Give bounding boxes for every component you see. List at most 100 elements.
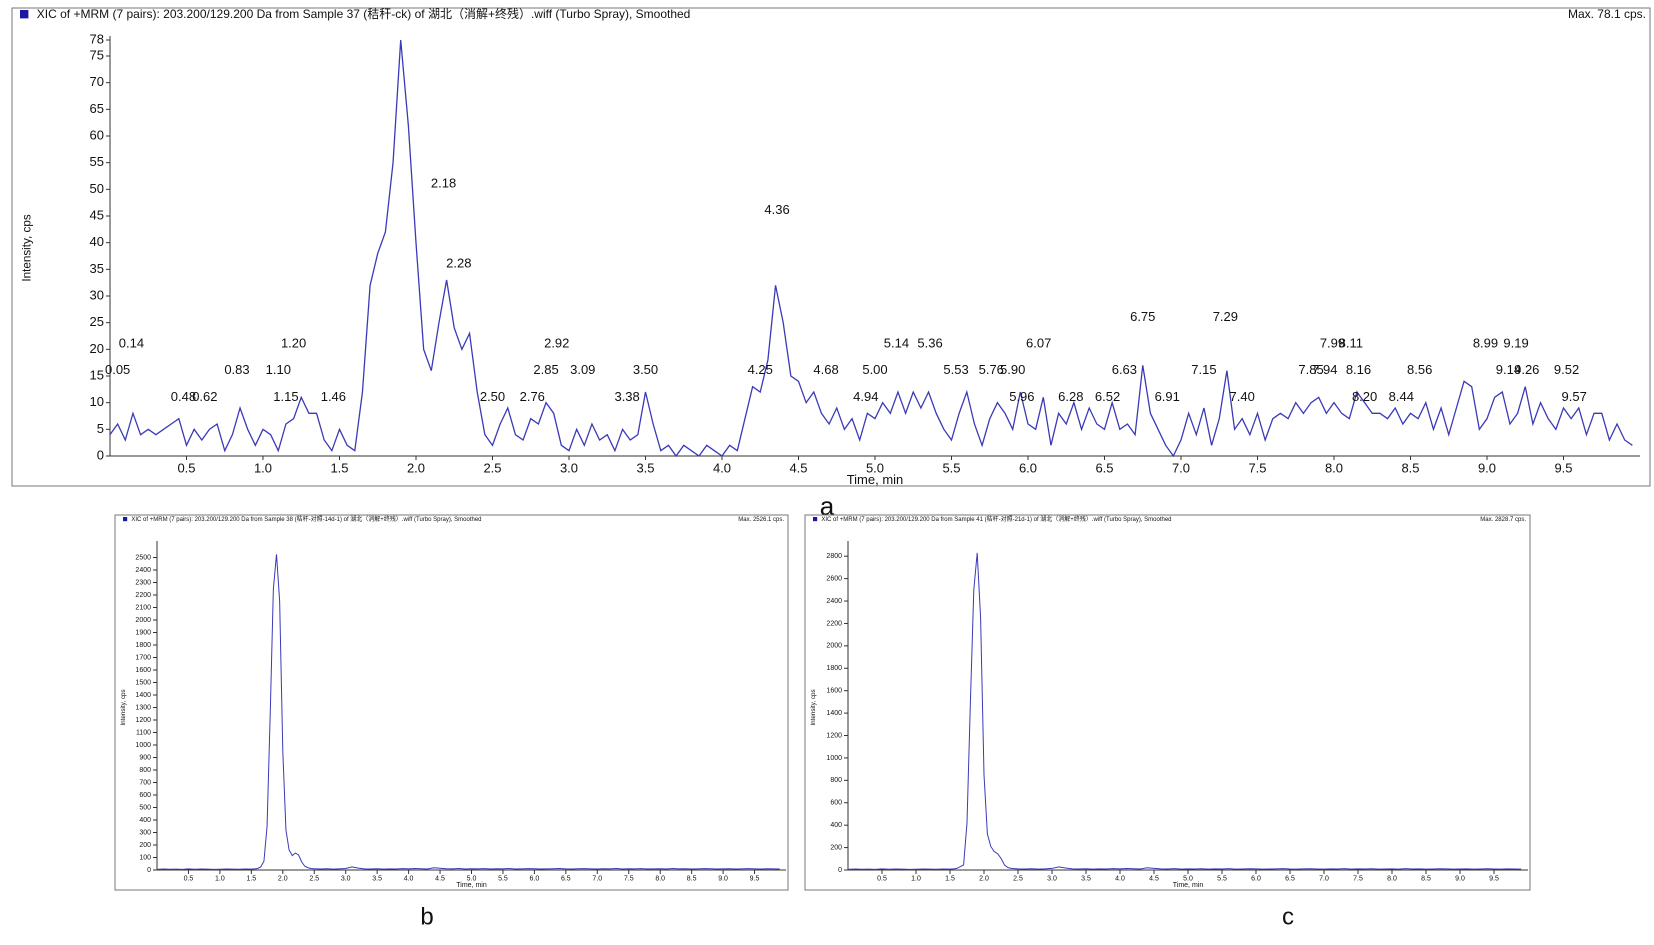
x-tick-label: 6.0 <box>1019 461 1037 476</box>
panel-frame <box>11 7 1651 487</box>
peak-label: 9.57 <box>1562 389 1587 404</box>
y-tick-label: 2300 <box>135 579 151 586</box>
peak-label: 7.85 <box>1298 362 1323 377</box>
peak-label: 0.48 <box>171 389 196 404</box>
x-tick-label: 2.0 <box>407 461 425 476</box>
peak-label: 0.05 <box>105 362 130 377</box>
y-tick-label: 600 <box>139 792 151 799</box>
peak-label: 0.14 <box>119 335 144 350</box>
y-tick-label: 100 <box>139 854 151 861</box>
x-tick-label: 8.5 <box>1421 876 1431 883</box>
panel-frame <box>804 514 1531 891</box>
x-tick-label: 1.5 <box>246 876 256 883</box>
x-tick-label: 5.0 <box>1183 876 1193 883</box>
max-label: Max. 2526.1 cps. <box>738 517 784 523</box>
panel-frame <box>114 514 789 891</box>
legend-swatch <box>813 517 818 522</box>
peak-label: 5.90 <box>1000 362 1025 377</box>
y-tick-label: 1000 <box>135 742 151 749</box>
x-tick-label: 4.5 <box>789 461 807 476</box>
max-label: Max. 2828.7 cps. <box>1480 517 1526 523</box>
x-tick-label: 3.0 <box>341 876 351 883</box>
x-tick-label: 4.0 <box>404 876 414 883</box>
peak-label: 7.99 <box>1320 335 1345 350</box>
trace <box>847 552 1522 870</box>
y-tick-label: 2500 <box>135 554 151 561</box>
x-tick-label: 5.5 <box>942 461 960 476</box>
peak-label: 6.91 <box>1155 389 1180 404</box>
x-tick-label: 0.5 <box>177 461 195 476</box>
peak-label: 7.15 <box>1191 362 1216 377</box>
chart-title: XIC of +MRM (7 pairs): 203.200/129.200 D… <box>131 515 481 523</box>
x-tick-label: 2.5 <box>309 876 319 883</box>
peak-label: 2.76 <box>520 389 545 404</box>
peak-label: 3.09 <box>570 362 595 377</box>
y-tick-label: 200 <box>139 842 151 849</box>
peak-label: 1.10 <box>266 362 291 377</box>
panel: XIC of +MRM (7 pairs): 203.200/129.200 D… <box>114 514 789 930</box>
x-axis-label: Time, min <box>847 472 904 487</box>
x-tick-label: 1.5 <box>330 461 348 476</box>
y-tick-label: 70 <box>90 74 104 89</box>
peak-label: 8.44 <box>1389 389 1414 404</box>
y-tick-label: 1900 <box>135 629 151 636</box>
x-tick-label: 2.5 <box>483 461 501 476</box>
x-tick-label: 7.0 <box>592 876 602 883</box>
y-tick-label: 50 <box>90 181 104 196</box>
y-tick-label: 1600 <box>135 667 151 674</box>
x-tick-label: 3.5 <box>1081 876 1091 883</box>
y-tick-label: 0 <box>147 867 151 874</box>
y-tick-label: 75 <box>90 47 104 62</box>
peak-label: 1.46 <box>321 389 346 404</box>
peak-label: 4.94 <box>853 389 878 404</box>
peak-label: 8.16 <box>1346 362 1371 377</box>
x-tick-label: 5.0 <box>866 461 884 476</box>
y-tick-label: 15 <box>90 367 104 382</box>
x-tick-label: 1.5 <box>945 876 955 883</box>
peak-label: 0.62 <box>192 389 217 404</box>
panel-label: c <box>1282 903 1294 930</box>
y-tick-label: 2200 <box>135 592 151 599</box>
y-tick-label: 5 <box>97 421 104 436</box>
y-tick-label: 65 <box>90 101 104 116</box>
x-tick-label: 0.5 <box>184 876 194 883</box>
peak-label: 4.25 <box>748 362 773 377</box>
x-tick-label: 1.0 <box>254 461 272 476</box>
peak-label: 9.52 <box>1554 362 1579 377</box>
x-tick-label: 9.5 <box>1489 876 1499 883</box>
y-tick-label: 1000 <box>826 755 842 762</box>
chart-title: XIC of +MRM (7 pairs): 203.200/129.200 D… <box>821 515 1171 523</box>
y-tick-label: 800 <box>139 767 151 774</box>
y-tick-label: 40 <box>90 234 104 249</box>
y-tick-label: 200 <box>830 844 842 851</box>
peak-label: 4.36 <box>764 202 789 217</box>
x-tick-label: 4.5 <box>1149 876 1159 883</box>
x-tick-label: 7.0 <box>1172 461 1190 476</box>
y-tick-label: 20 <box>90 341 104 356</box>
peak-label: 5.53 <box>943 362 968 377</box>
y-tick-label: 35 <box>90 261 104 276</box>
y-tick-label: 2000 <box>826 643 842 650</box>
peak-label: 6.52 <box>1095 389 1120 404</box>
x-axis-label: Time, min <box>456 882 487 889</box>
x-tick-label: 9.0 <box>1478 461 1496 476</box>
peak-label: 7.94 <box>1312 362 1337 377</box>
x-tick-label: 1.0 <box>911 876 921 883</box>
trace <box>109 39 1633 458</box>
x-tick-label: 6.0 <box>530 876 540 883</box>
y-tick-label: 1100 <box>136 729 151 736</box>
peak-label: 2.28 <box>446 255 471 270</box>
y-tick-label: 2200 <box>826 620 842 627</box>
peak-label: 5.76 <box>979 362 1004 377</box>
panel: XIC of +MRM (7 pairs): 203.200/129.200 D… <box>804 514 1531 930</box>
legend-swatch <box>123 517 128 522</box>
y-tick-label: 400 <box>139 817 151 824</box>
x-tick-label: 6.0 <box>1251 876 1261 883</box>
peak-label: 7.29 <box>1213 309 1238 324</box>
y-tick-label: 2600 <box>826 575 842 582</box>
y-tick-label: 700 <box>139 779 151 786</box>
x-tick-label: 2.0 <box>278 876 288 883</box>
x-tick-label: 5.5 <box>498 876 508 883</box>
peak-label: 9.14 <box>1496 362 1521 377</box>
peak-label: 2.50 <box>480 389 505 404</box>
